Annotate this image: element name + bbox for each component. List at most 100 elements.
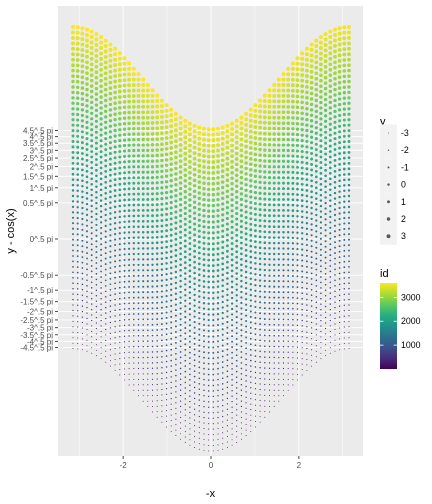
data-point [282, 356, 285, 359]
data-point [291, 94, 295, 98]
data-point [166, 410, 168, 412]
data-point [296, 171, 299, 175]
data-point [91, 352, 93, 354]
data-point [156, 296, 159, 299]
data-point [211, 187, 216, 192]
data-point [287, 280, 290, 283]
data-point [258, 158, 262, 163]
data-point [99, 57, 103, 61]
data-point [216, 203, 220, 207]
data-point [151, 395, 154, 397]
data-point [189, 400, 191, 403]
data-point [90, 254, 93, 257]
data-point [343, 271, 346, 274]
data-point [235, 190, 239, 194]
data-point [174, 303, 177, 306]
data-point [253, 136, 258, 140]
data-point [137, 258, 140, 261]
data-point [133, 324, 135, 326]
data-point [338, 310, 341, 313]
data-point [305, 139, 309, 143]
data-point [165, 327, 168, 330]
data-point [165, 344, 168, 347]
data-point [85, 219, 89, 222]
data-point [108, 157, 112, 161]
data-point [161, 410, 163, 412]
data-point [221, 295, 224, 298]
data-point [254, 316, 257, 319]
data-point [248, 140, 253, 145]
data-point [175, 342, 177, 344]
data-point [155, 104, 160, 109]
data-point [184, 337, 187, 340]
data-point [76, 282, 79, 285]
data-point [90, 259, 93, 262]
data-point [108, 162, 112, 166]
data-point [277, 302, 280, 305]
data-point [347, 167, 351, 171]
data-point [305, 249, 308, 252]
data-point [117, 51, 122, 56]
data-point [202, 197, 206, 202]
data-point [347, 211, 351, 214]
data-point [194, 436, 196, 438]
data-point [71, 161, 75, 165]
data-point [262, 120, 267, 125]
data-point [113, 183, 117, 187]
data-point [203, 351, 205, 354]
data-point [109, 332, 112, 335]
data-point [217, 373, 219, 375]
data-point [206, 127, 211, 132]
data-point [268, 384, 271, 386]
data-point [248, 146, 253, 150]
data-point [178, 126, 183, 131]
data-point [212, 417, 214, 419]
data-point [160, 224, 164, 228]
data-point [137, 340, 140, 342]
data-point [165, 316, 168, 319]
data-point [263, 279, 266, 283]
data-point [333, 115, 337, 119]
data-point [155, 115, 160, 120]
data-point [160, 125, 164, 130]
data-point [300, 160, 304, 164]
data-point [188, 291, 192, 294]
y-tick-label: -1^.5 pi [27, 286, 53, 295]
data-point [104, 197, 107, 200]
data-point [343, 222, 346, 225]
data-point [272, 83, 277, 87]
data-point [197, 257, 201, 260]
data-point [86, 301, 88, 303]
data-point [114, 282, 116, 285]
data-point [122, 56, 127, 61]
data-point [276, 88, 281, 93]
data-point [283, 395, 284, 397]
data-point [249, 168, 253, 172]
data-point [99, 215, 103, 219]
data-point [77, 299, 79, 301]
data-point [245, 413, 247, 415]
data-point [71, 227, 75, 230]
data-point [217, 438, 219, 440]
data-point [164, 180, 169, 184]
data-point [211, 149, 216, 153]
data-point [225, 167, 230, 172]
data-point [291, 285, 294, 288]
data-point [170, 365, 172, 367]
data-point [296, 264, 299, 267]
data-point [71, 172, 75, 176]
data-point [165, 201, 169, 206]
data-point [183, 261, 187, 264]
data-point [240, 422, 242, 424]
data-point [105, 323, 107, 325]
data-point [343, 304, 345, 306]
data-point [259, 356, 261, 358]
data-point [127, 176, 131, 180]
data-point [76, 238, 79, 241]
data-point [343, 326, 345, 328]
data-point [118, 133, 122, 137]
data-point [342, 123, 346, 127]
data-point [90, 221, 93, 224]
data-point [114, 326, 116, 328]
